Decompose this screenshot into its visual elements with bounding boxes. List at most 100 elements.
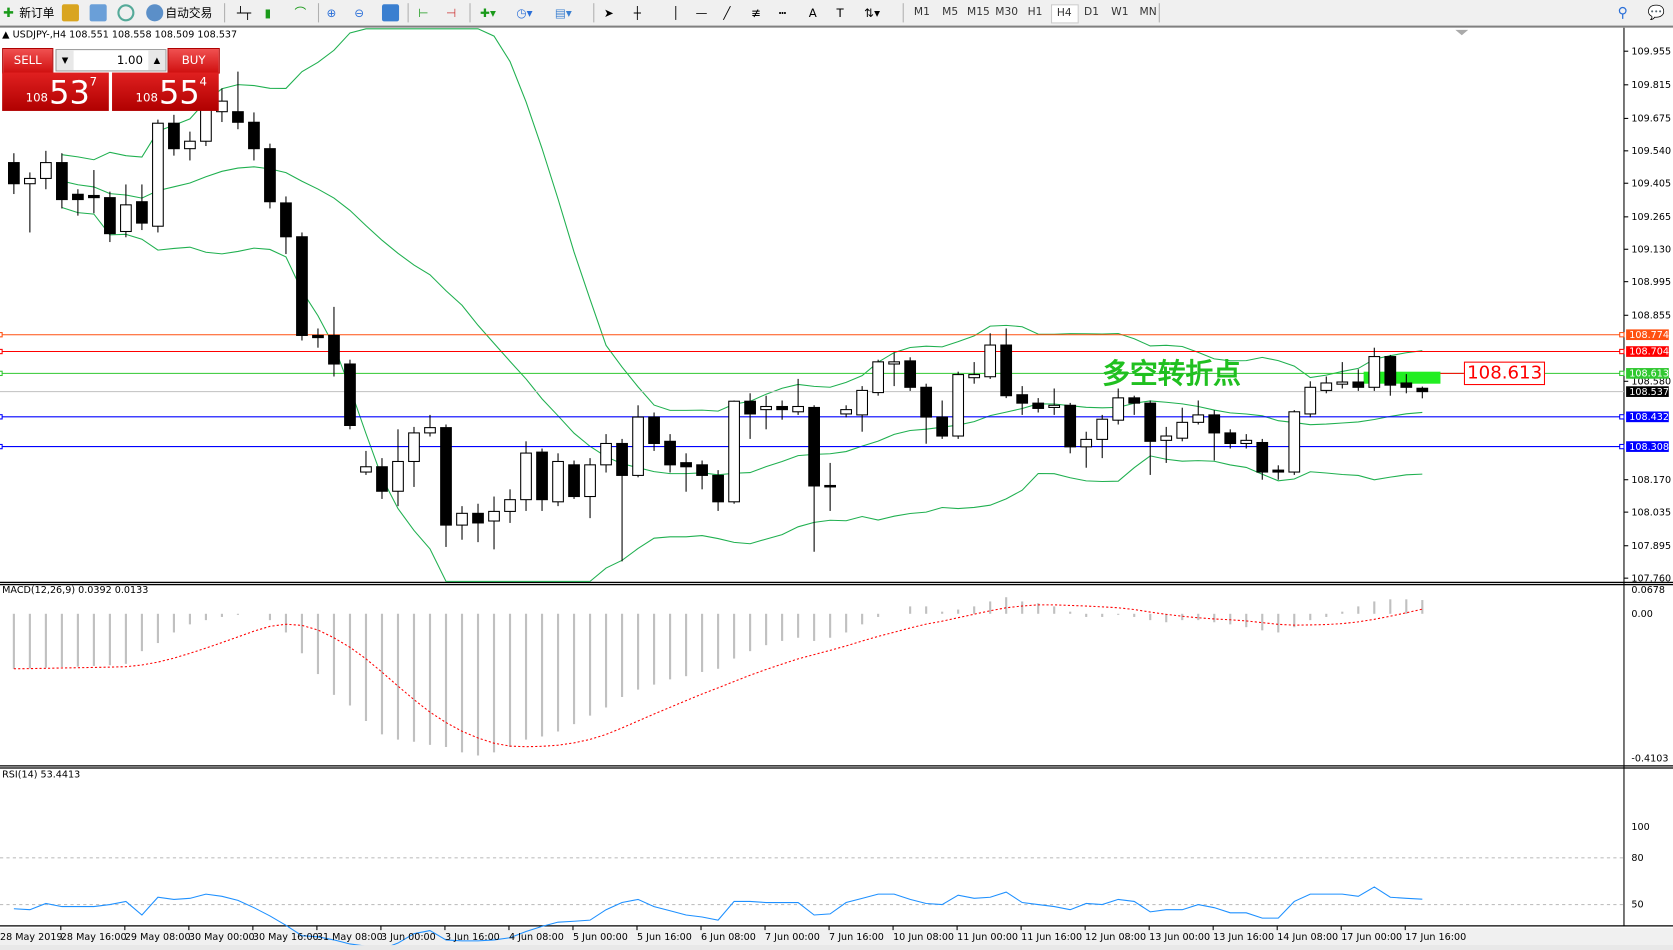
arrows-icon[interactable]: ⇅▾ <box>864 5 881 20</box>
sell-price-button[interactable]: 108 53 7 <box>2 72 109 111</box>
level-handle[interactable] <box>1619 443 1625 450</box>
period-icon[interactable]: ◷▾ <box>516 5 533 20</box>
bear-candle[interactable] <box>1352 381 1365 388</box>
add-indicator-icon[interactable]: ✚▾ <box>480 5 496 20</box>
bear-candle[interactable] <box>1400 382 1413 388</box>
bear-candle[interactable] <box>744 400 756 415</box>
bear-candle[interactable] <box>1000 344 1013 397</box>
bear-candle[interactable] <box>920 386 933 418</box>
fibo-fan-icon[interactable]: ┅ <box>778 5 786 20</box>
bear-candle[interactable] <box>440 427 452 526</box>
timeframe-m1[interactable]: M1 <box>913 6 930 19</box>
bull-candle[interactable] <box>184 140 196 150</box>
search-icon[interactable]: ⚲ <box>1617 4 1628 21</box>
price-label-annotation[interactable]: 108.613 <box>1463 361 1546 386</box>
bull-candle[interactable] <box>1320 382 1333 391</box>
bear-candle[interactable] <box>664 440 676 466</box>
line-chart-icon[interactable]: ⌒ <box>294 6 307 21</box>
cursor-icon[interactable]: ➤ <box>603 5 614 20</box>
bear-candle[interactable] <box>104 197 116 235</box>
level-handle[interactable] <box>1619 348 1625 355</box>
timeframe-d1[interactable]: D1 <box>1084 6 1100 19</box>
bull-candle[interactable] <box>1048 404 1061 408</box>
highlight-box[interactable] <box>1363 371 1441 384</box>
level-handle[interactable] <box>0 414 3 420</box>
bear-candle[interactable] <box>72 193 84 201</box>
bear-candle[interactable] <box>1032 402 1045 409</box>
bar-chart-icon[interactable]: ┴┬ <box>236 5 252 20</box>
bear-candle[interactable] <box>1016 394 1029 404</box>
decrease-lots-icon[interactable]: ▼ <box>56 50 74 71</box>
timeframe-h4[interactable]: H4 <box>1050 4 1079 24</box>
bull-candle[interactable] <box>408 432 420 463</box>
lots-input[interactable]: ▼ 1.00 ▲ <box>55 49 167 72</box>
bull-candle[interactable] <box>968 374 981 379</box>
level-handle[interactable] <box>0 348 3 355</box>
timeframe-m5[interactable]: M5 <box>942 6 959 19</box>
bull-candle[interactable] <box>872 361 885 394</box>
timeframe-m15[interactable]: M15 <box>967 6 990 19</box>
text-icon[interactable]: A <box>808 5 817 20</box>
bull-candle[interactable] <box>24 177 36 185</box>
bull-candle[interactable] <box>552 460 564 503</box>
reversal-point-annotation[interactable]: 多空转折点 <box>1102 358 1241 391</box>
bull-candle[interactable] <box>152 122 164 227</box>
bear-candle[interactable] <box>648 416 660 445</box>
collapse-triangle-icon[interactable]: ▲ <box>2 29 13 41</box>
bear-candle[interactable] <box>376 466 388 492</box>
bull-candle[interactable] <box>1240 439 1253 445</box>
bear-candle[interactable] <box>1224 432 1237 445</box>
bull-candle[interactable] <box>424 427 436 434</box>
bull-candle[interactable] <box>632 416 644 476</box>
signal-icon[interactable] <box>117 2 136 23</box>
bear-candle[interactable] <box>808 406 820 487</box>
bear-candle[interactable] <box>248 121 260 150</box>
bear-candle[interactable] <box>88 194 100 199</box>
bear-candle[interactable] <box>936 416 949 437</box>
bull-candle[interactable] <box>952 374 965 437</box>
bull-candle[interactable] <box>1368 356 1381 388</box>
bull-candle[interactable] <box>760 405 772 411</box>
bear-candle[interactable] <box>1272 469 1285 473</box>
bear-candle[interactable] <box>776 405 788 411</box>
bear-candle[interactable] <box>136 201 148 224</box>
buy-price-button[interactable]: 108 55 4 <box>112 72 219 111</box>
bear-candle[interactable] <box>568 464 580 498</box>
bear-candle[interactable] <box>56 162 68 201</box>
zoom-out-icon[interactable]: ⊖ <box>354 5 365 20</box>
level-handle[interactable] <box>0 332 3 338</box>
crosshair-icon[interactable]: ┼ <box>633 5 641 20</box>
bull-candle[interactable] <box>120 204 132 233</box>
bear-candle[interactable] <box>1416 387 1429 393</box>
bull-candle[interactable] <box>840 409 852 415</box>
chat-icon[interactable]: 💬 <box>1647 4 1665 21</box>
bear-candle[interactable] <box>680 462 692 468</box>
bear-candle[interactable] <box>328 334 340 365</box>
timeframe-h1[interactable]: H1 <box>1027 6 1043 19</box>
bull-candle[interactable] <box>504 499 516 512</box>
fibonacci-icon[interactable]: ≢ <box>751 5 762 20</box>
buy-button[interactable]: BUY <box>167 48 220 74</box>
bull-candle[interactable] <box>520 452 532 501</box>
bull-candle[interactable] <box>1160 435 1173 441</box>
bull-candle[interactable] <box>1304 386 1317 415</box>
bear-candle[interactable] <box>312 334 324 339</box>
bull-candle[interactable] <box>1176 421 1189 439</box>
bull-candle[interactable] <box>1096 418 1109 440</box>
level-handle[interactable] <box>0 370 3 377</box>
bear-candle[interactable] <box>824 484 836 488</box>
increase-lots-icon[interactable]: ▲ <box>148 50 166 71</box>
bear-candle[interactable] <box>1064 404 1077 448</box>
bull-candle[interactable] <box>888 361 901 365</box>
tile-windows-icon[interactable] <box>381 2 401 23</box>
bull-candle[interactable] <box>40 162 52 179</box>
bear-candle[interactable] <box>616 442 628 476</box>
bull-candle[interactable] <box>456 512 468 526</box>
bull-candle[interactable] <box>856 389 869 416</box>
bull-candle[interactable] <box>392 460 404 492</box>
bear-candle[interactable] <box>232 111 244 123</box>
bull-candle[interactable] <box>1080 438 1093 448</box>
gold-icon[interactable] <box>61 2 81 23</box>
history-icon[interactable] <box>89 2 109 23</box>
candlestick-icon[interactable]: ▮ <box>264 5 272 20</box>
